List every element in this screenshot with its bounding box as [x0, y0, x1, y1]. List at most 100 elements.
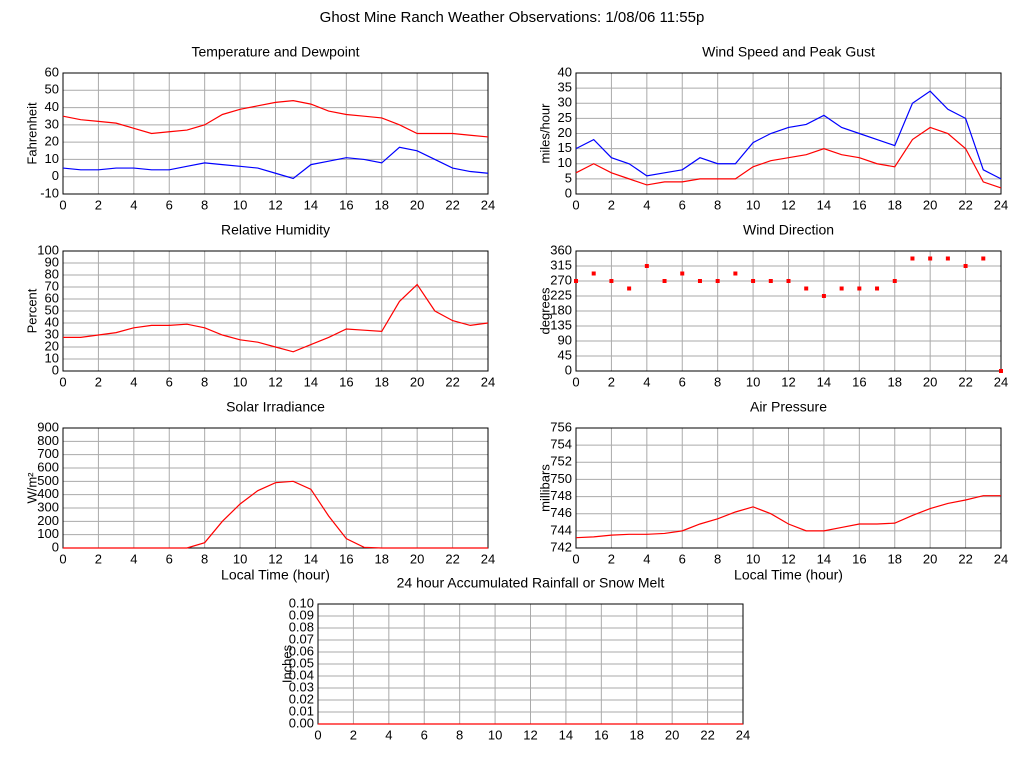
x-tick-label: 4 — [643, 374, 650, 389]
plot-frame — [575, 427, 1002, 549]
x-tick-label: 24 — [481, 374, 495, 389]
y-tick-label: 100 — [37, 526, 59, 541]
x-tick-label: 0 — [59, 551, 66, 566]
point — [733, 271, 738, 276]
y-axis-label: millibars — [537, 464, 552, 512]
y-tick-label: 0.05 — [289, 655, 314, 670]
plot-frame — [575, 72, 1002, 195]
x-tick-label: 4 — [643, 197, 650, 212]
y-tick-label: 700 — [37, 446, 59, 461]
x-tick-label: 10 — [233, 197, 247, 212]
y-tick-label: 0.00 — [289, 715, 314, 730]
x-tick-label: 22 — [445, 197, 459, 212]
y-tick-label: 0 — [52, 539, 59, 554]
x-tick-label: 12 — [268, 374, 282, 389]
x-tick-label: 22 — [958, 374, 972, 389]
x-tick-label: 24 — [994, 197, 1008, 212]
x-tick-label: 0 — [314, 727, 321, 742]
x-tick-label: 8 — [714, 551, 721, 566]
chart-title: Relative Humidity — [221, 222, 330, 238]
x-tick-label: 18 — [375, 374, 389, 389]
point — [715, 279, 720, 283]
point — [981, 256, 986, 261]
x-tick-label: 12 — [268, 551, 282, 566]
y-tick-label: 40 — [45, 314, 59, 329]
point — [786, 279, 791, 283]
y-tick-label: 0.10 — [289, 595, 314, 610]
x-tick-label: 20 — [923, 374, 937, 389]
x-tick-label: 12 — [268, 197, 282, 212]
point — [857, 286, 862, 291]
y-tick-label: 0 — [565, 362, 572, 377]
x-tick-label: 6 — [679, 551, 686, 566]
y-tick-label: 315 — [550, 257, 572, 272]
y-tick-label: 30 — [45, 326, 59, 341]
y-tick-label: 100 — [37, 242, 59, 257]
x-tick-label: 20 — [665, 727, 679, 742]
point — [751, 279, 756, 283]
x-tick-label: 2 — [95, 197, 102, 212]
x-tick-label: 6 — [166, 374, 173, 389]
x-tick-label: 20 — [410, 197, 424, 212]
x-tick-label: 8 — [456, 727, 463, 742]
y-tick-label: 0 — [52, 168, 59, 183]
x-tick-label: 16 — [852, 551, 866, 566]
x-tick-label: 16 — [852, 197, 866, 212]
x-tick-label: 8 — [714, 374, 721, 389]
line — [63, 283, 489, 353]
y-tick-label: 40 — [558, 64, 572, 79]
y-axis-label: W/m² — [24, 472, 39, 504]
line — [62, 100, 489, 138]
y-tick-label: -10 — [40, 185, 59, 200]
y-tick-label: 20 — [45, 338, 59, 353]
x-tick-label: 14 — [817, 374, 831, 389]
y-tick-label: 0.09 — [289, 607, 314, 622]
x-tick-label: 10 — [233, 374, 247, 389]
y-tick-label: 30 — [558, 95, 572, 110]
x-tick-label: 24 — [994, 374, 1008, 389]
y-tick-label: 0.02 — [289, 691, 314, 706]
point — [627, 286, 632, 291]
x-tick-label: 12 — [781, 374, 795, 389]
y-tick-label: 200 — [37, 513, 59, 528]
y-tick-label: 60 — [45, 64, 59, 79]
y-tick-label: 0 — [52, 362, 59, 377]
line — [63, 480, 488, 549]
x-tick-label: 8 — [201, 197, 208, 212]
point — [910, 256, 915, 261]
y-tick-label: 0.06 — [289, 643, 314, 658]
plot-frame — [62, 250, 489, 372]
x-tick-label: 12 — [781, 197, 795, 212]
x-tick-label: 0 — [572, 374, 579, 389]
y-axis-label: degrees — [537, 287, 552, 334]
x-tick-label: 18 — [630, 727, 644, 742]
y-tick-label: 744 — [550, 522, 572, 537]
y-tick-label: 35 — [558, 80, 572, 95]
x-tick-label: 2 — [95, 374, 102, 389]
x-tick-label: 16 — [594, 727, 608, 742]
x-tick-label: 14 — [304, 374, 318, 389]
line — [575, 495, 1001, 539]
y-tick-label: 800 — [37, 433, 59, 448]
x-tick-label: 12 — [523, 727, 537, 742]
y-tick-label: 180 — [550, 302, 572, 317]
x-tick-label: 20 — [923, 551, 937, 566]
x-tick-label: 14 — [559, 727, 573, 742]
x-tick-label: 6 — [421, 727, 428, 742]
y-tick-label: 360 — [550, 242, 572, 257]
point — [875, 286, 880, 291]
x-tick-label: 10 — [233, 551, 247, 566]
x-tick-label: 16 — [339, 551, 353, 566]
x-tick-label: 10 — [488, 727, 502, 742]
y-tick-label: 0 — [565, 185, 572, 200]
point — [591, 271, 596, 276]
y-tick-label: 135 — [550, 317, 572, 332]
x-tick-label: 6 — [166, 197, 173, 212]
point — [644, 264, 649, 268]
x-tick-label: 4 — [130, 197, 137, 212]
x-tick-label: 6 — [166, 551, 173, 566]
y-tick-label: 20 — [45, 134, 59, 149]
x-tick-label: 10 — [746, 197, 760, 212]
chart-title: Wind Speed and Peak Gust — [702, 44, 875, 60]
x-tick-label: 8 — [201, 374, 208, 389]
